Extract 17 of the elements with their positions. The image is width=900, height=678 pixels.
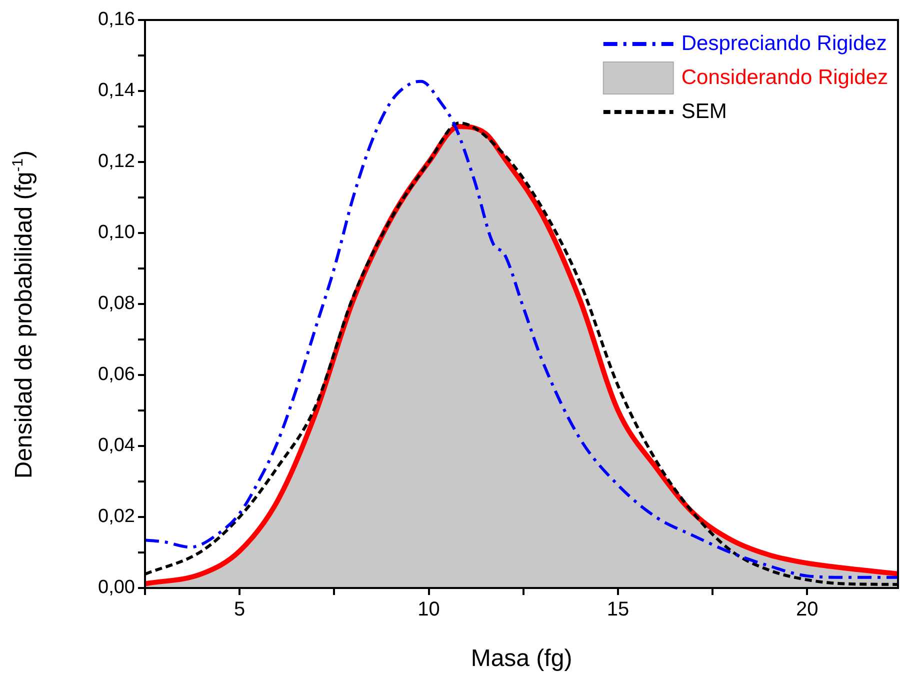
y-tick-label: 0,00 bbox=[98, 577, 135, 598]
y-tick-label: 0,08 bbox=[98, 293, 135, 314]
x-tick-label: 15 bbox=[606, 598, 630, 621]
y-tick-label: 0,06 bbox=[98, 364, 135, 386]
y-tick-label: 0,12 bbox=[98, 151, 135, 172]
y-tick-label: 0,14 bbox=[98, 80, 136, 102]
legend-label: Considerando Rigidez bbox=[681, 66, 888, 89]
x-axis-title: Masa (fg) bbox=[470, 645, 572, 672]
x-tick-label: 5 bbox=[234, 598, 246, 621]
y-tick-label: 0,04 bbox=[98, 435, 136, 456]
x-tick-label: 10 bbox=[418, 598, 440, 621]
y-tick-label: 0,10 bbox=[98, 222, 135, 244]
y-tick-label: 0,16 bbox=[98, 9, 135, 30]
x-tick-label: 20 bbox=[796, 598, 818, 621]
legend-label: Despreciando Rigidez bbox=[681, 32, 887, 55]
y-tick-label: 0,02 bbox=[98, 506, 135, 528]
legend-label: SEM bbox=[681, 100, 727, 123]
